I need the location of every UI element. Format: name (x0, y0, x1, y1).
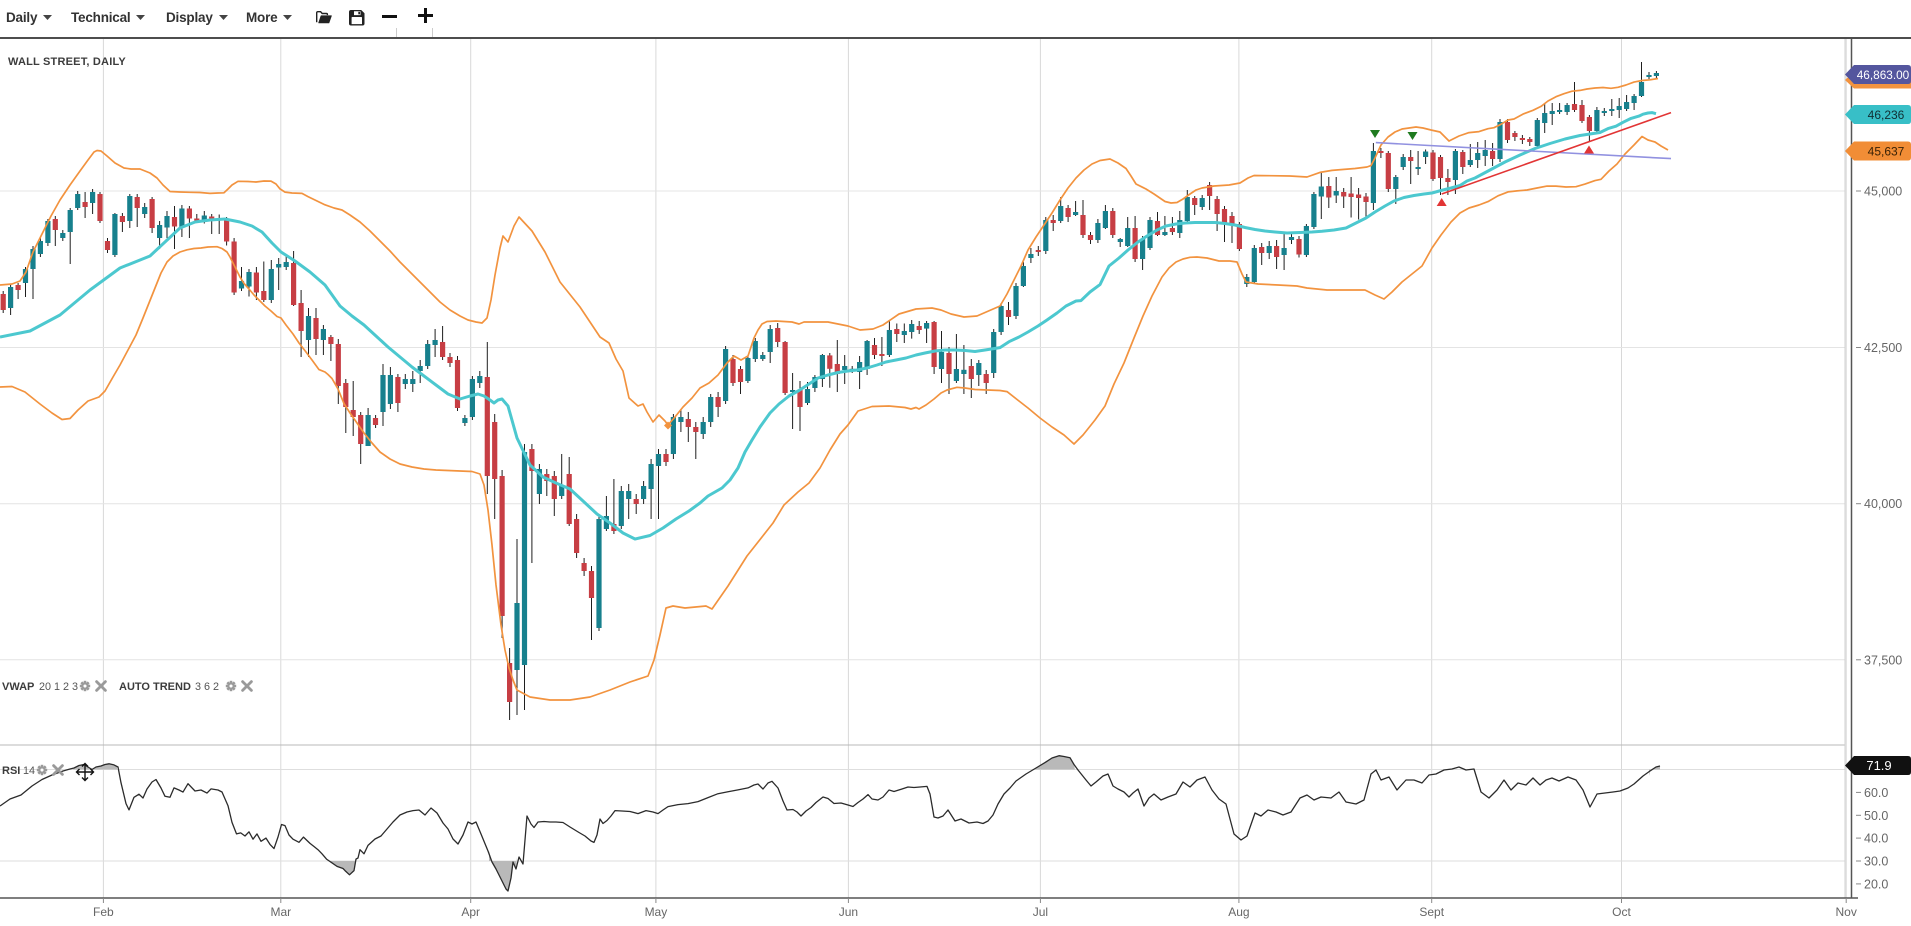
svg-text:37,500: 37,500 (1864, 653, 1902, 667)
svg-text:40,000: 40,000 (1864, 497, 1902, 511)
svg-text:Jun: Jun (839, 905, 858, 919)
svg-text:46,863.00: 46,863.00 (1857, 68, 1910, 82)
svg-text:Nov: Nov (1836, 905, 1857, 919)
svg-text:Oct: Oct (1612, 905, 1631, 919)
svg-text:14: 14 (23, 765, 35, 777)
svg-text:46,236: 46,236 (1868, 108, 1905, 122)
svg-text:20.0: 20.0 (1864, 877, 1888, 891)
svg-text:WALL STREET, DAILY: WALL STREET, DAILY (8, 56, 126, 68)
svg-text:Mar: Mar (270, 905, 291, 919)
svg-text:45,637: 45,637 (1868, 144, 1905, 158)
svg-text:Jul: Jul (1033, 905, 1048, 919)
svg-text:50.0: 50.0 (1864, 809, 1888, 823)
svg-text:71.9: 71.9 (1866, 758, 1891, 773)
svg-text:20 1 2 3: 20 1 2 3 (39, 681, 78, 693)
svg-text:60.0: 60.0 (1864, 786, 1888, 800)
svg-text:Feb: Feb (93, 905, 114, 919)
svg-text:RSI: RSI (2, 765, 20, 777)
svg-text:45,000: 45,000 (1864, 185, 1902, 199)
svg-text:Aug: Aug (1228, 905, 1249, 919)
svg-text:Sept: Sept (1419, 905, 1444, 919)
svg-text:May: May (645, 905, 668, 919)
svg-text:Apr: Apr (461, 905, 480, 919)
svg-text:AUTO TREND: AUTO TREND (119, 681, 191, 693)
svg-text:42,500: 42,500 (1864, 341, 1902, 355)
svg-text:VWAP: VWAP (2, 681, 34, 693)
svg-text:40.0: 40.0 (1864, 832, 1888, 846)
svg-text:30.0: 30.0 (1864, 855, 1888, 869)
svg-text:3 6 2: 3 6 2 (195, 681, 219, 693)
